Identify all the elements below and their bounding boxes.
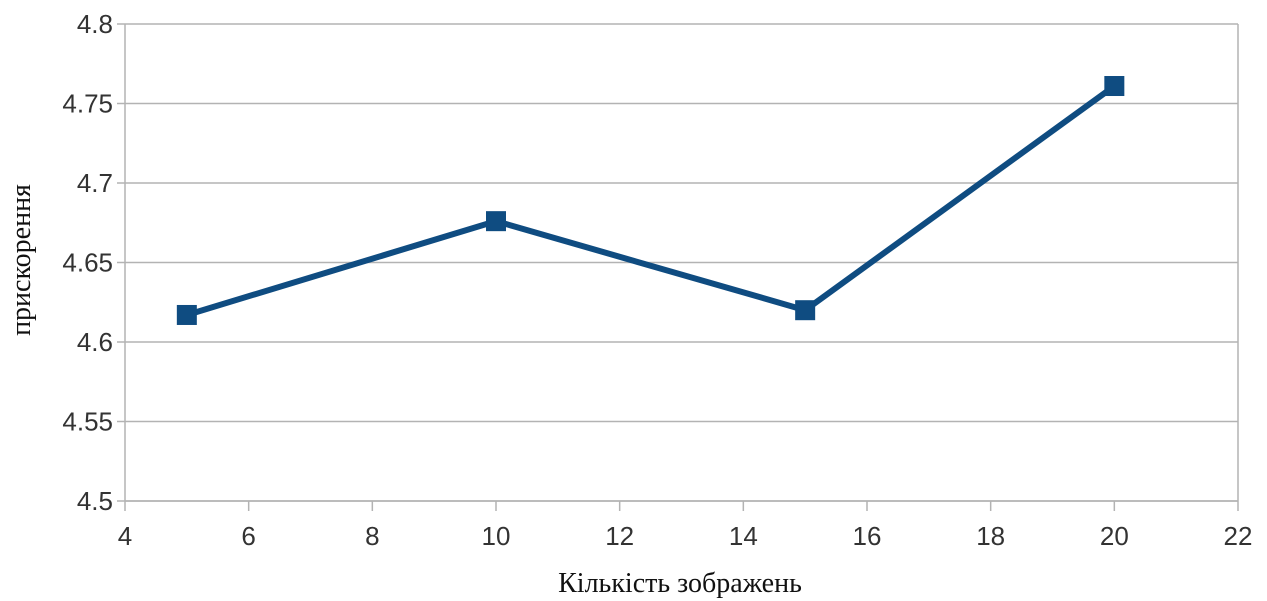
y-tick-label: 4.8 — [77, 9, 113, 39]
y-tick-label: 4.6 — [77, 327, 113, 357]
y-tick-label: 4.65 — [62, 248, 113, 278]
y-tick-label: 4.75 — [62, 89, 113, 119]
axes — [117, 23, 1239, 511]
data-point-marker — [486, 211, 506, 232]
y-tick-label: 4.7 — [77, 168, 113, 198]
x-tick-label: 16 — [853, 521, 882, 551]
x-tick-label: 10 — [482, 521, 511, 551]
series-layer — [176, 76, 1125, 325]
data-point-marker — [795, 300, 816, 321]
x-tick-label: 6 — [241, 521, 255, 551]
data-point-marker — [1104, 76, 1125, 97]
x-tick-label: 12 — [605, 521, 634, 551]
x-tick-label: 22 — [1224, 521, 1253, 551]
y-tick-labels: 4.5 4.55 4.6 4.65 4.7 4.75 4.8 — [62, 9, 113, 516]
series-line — [185, 83, 1117, 318]
x-tick-label: 14 — [729, 521, 758, 551]
y-tick-label: 4.5 — [77, 486, 113, 516]
x-tick-label: 20 — [1100, 521, 1129, 551]
y-axis-title: прискорення — [6, 184, 37, 336]
x-tick-label: 8 — [365, 521, 379, 551]
x-tick-labels: 4 6 8 10 12 14 16 18 20 22 — [118, 521, 1253, 551]
x-tick-label: 4 — [118, 521, 132, 551]
x-axis-title: Кількість зображень — [558, 568, 802, 599]
x-tick-label: 18 — [976, 521, 1005, 551]
data-point-marker — [176, 304, 197, 325]
y-tick-label: 4.55 — [62, 407, 113, 437]
grid-lines — [125, 23, 1238, 502]
